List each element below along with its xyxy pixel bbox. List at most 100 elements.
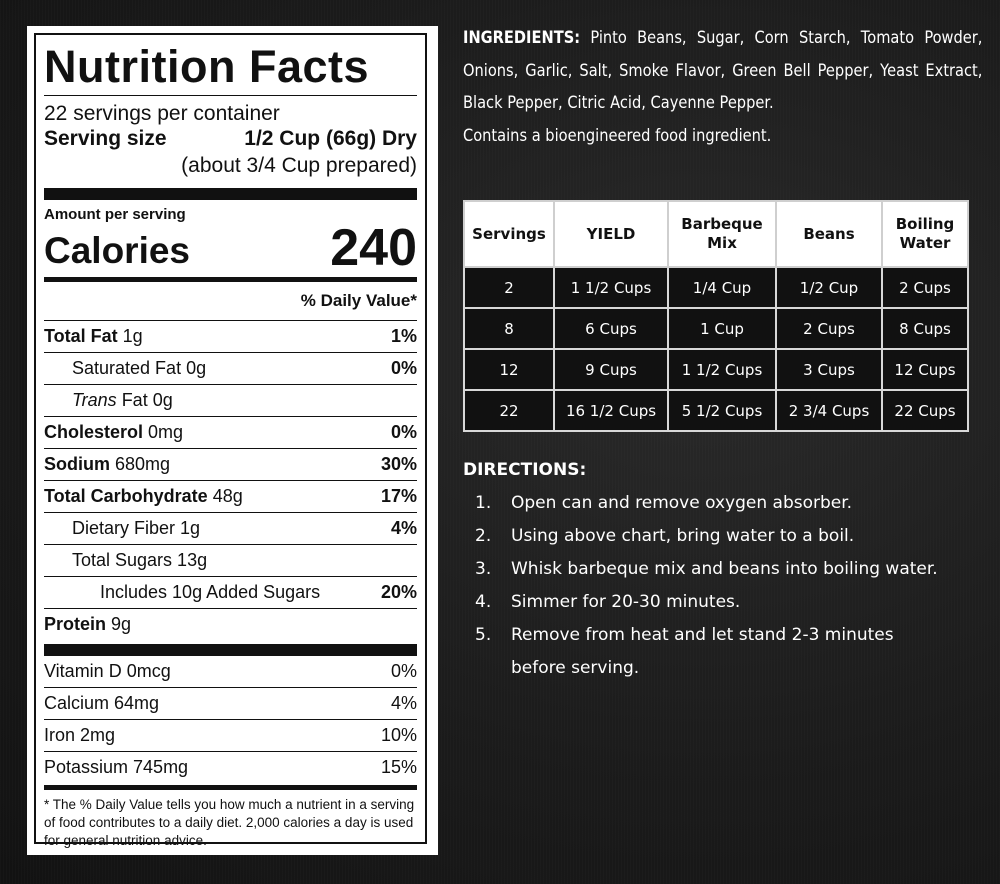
nutrition-label-frame: Nutrition Facts 22 servings per containe… [34,33,427,848]
table-cell: 2 [463,266,555,309]
table-header-row: Servings YIELD Barbeque Mix Beans Boilin… [463,200,969,268]
vitamin-row: Calcium 64mg 4% [44,687,417,719]
table-row: 8 6 Cups 1 Cup 2 Cups 8 Cups [463,307,969,350]
nutrient-row: Total Carbohydrate 48g 17% [44,480,417,512]
serving-prepared: (about 3/4 Cup prepared) [181,154,417,177]
nutrition-label: Nutrition Facts 22 servings per containe… [27,26,438,855]
vitamin-percent: 4% [390,693,417,713]
vitamin-name: Vitamin D 0mcg [44,661,171,681]
nutrient-row: Trans Fat 0g [44,384,417,416]
table-row: 12 9 Cups 1 1/2 Cups 3 Cups 12 Cups [463,348,969,391]
table-cell: 12 [463,348,555,391]
table-cell: 22 [463,389,555,432]
nutrient-percent: 30% [380,454,417,474]
ingredients-text: Pinto Beans, Sugar, Corn Starch, Tomato … [463,28,983,113]
vitamin-percent: 0% [390,661,417,681]
step-text: Simmer for 20-30 minutes. [511,592,741,612]
column-header-yield: YIELD [553,200,669,268]
nutrient-row: Dietary Fiber 1g 4% [44,512,417,544]
table-cell: 6 Cups [553,307,669,350]
nutrient-row: Sodium 680mg 30% [44,448,417,480]
column-header-boiling-water: Boiling Water [881,200,969,268]
column-header-servings: Servings [463,200,555,268]
nutrient-amount: Fat 0g [116,390,173,410]
step-text: Whisk barbeque mix and beans into boilin… [511,559,938,579]
nutrient-amount: Total Sugars 13g [72,550,208,570]
list-item: 2. Using above chart, bring water to a b… [463,520,941,553]
list-item: 3. Whisk barbeque mix and beans into boi… [463,553,941,586]
nutrient-percent: 20% [380,582,417,602]
table-cell: 12 Cups [881,348,969,391]
nutrient-row: Includes 10g Added Sugars 20% [44,576,417,608]
table-cell: 9 Cups [553,348,669,391]
serving-size-label: Serving size [44,127,167,150]
nutrient-row: Protein 9g [44,608,417,640]
calories-label: Calories [44,230,191,271]
bioengineered-note: Contains a bioengineered food ingredient… [463,125,772,146]
step-number: 3. [475,559,492,579]
table-cell: 1 1/2 Cups [553,266,669,309]
footnote: * The % Daily Value tells you how much a… [44,797,415,848]
nutrient-amount: Dietary Fiber 1g [72,518,201,538]
nutrient-amount: Saturated Fat 0g [72,358,207,378]
serving-size-value: 1/2 Cup (66g) Dry [244,127,417,150]
table-cell: 1 1/2 Cups [667,348,777,391]
column-header-beans: Beans [775,200,883,268]
nutrient-percent: 0% [390,358,417,378]
amount-per-serving: Amount per serving [44,206,186,223]
nutrient-name: Total Carbohydrate [44,486,208,506]
nutrient-amount: 9g [106,614,132,634]
divider-thick [44,644,417,656]
servings-per-container: 22 servings per container [44,102,280,125]
nutrient-row: Total Fat 1g 1% [44,320,417,352]
directions-list: 1. Open can and remove oxygen absorber. … [463,487,941,685]
divider [44,95,417,96]
vitamin-name: Iron 2mg [44,725,116,745]
nutrient-name: Trans [72,390,117,410]
vitamin-row: Iron 2mg 10% [44,719,417,751]
nutrient-amount: 0mg [143,422,184,442]
table-cell: 2 Cups [775,307,883,350]
step-text: Using above chart, bring water to a boil… [511,526,855,546]
table-cell: 1/4 Cup [667,266,777,309]
table-cell: 16 1/2 Cups [553,389,669,432]
step-number: 2. [475,526,492,546]
directions-block: DIRECTIONS: 1. Open can and remove oxyge… [463,455,941,685]
vitamin-name: Calcium 64mg [44,693,160,713]
table-cell: 8 Cups [881,307,969,350]
nutrient-percent: 1% [390,326,417,346]
nutrient-amount: Includes 10g Added Sugars [100,582,321,602]
table-cell: 2 Cups [881,266,969,309]
serving-size-row: Serving size 1/2 Cup (66g) Dry [44,126,417,152]
vitamin-percent: 15% [380,757,417,777]
list-item: 5. Remove from heat and let stand 2-3 mi… [463,619,941,685]
table-cell: 1 Cup [667,307,777,350]
divider-medium [44,785,417,790]
nutrition-title: Nutrition Facts [44,41,370,92]
vitamin-percent: 10% [380,725,417,745]
nutrient-amount: 48g [207,486,243,506]
table-cell: 22 Cups [881,389,969,432]
step-number: 1. [475,493,492,513]
directions-title: DIRECTIONS: [463,460,587,480]
calories-row: Calories 240 [44,222,417,274]
table-cell: 1/2 Cup [775,266,883,309]
nutrient-amount: 680mg [110,454,171,474]
step-number: 4. [475,592,492,612]
step-text: Open can and remove oxygen absorber. [511,493,853,513]
list-item: 1. Open can and remove oxygen absorber. [463,487,941,520]
ingredients-block: INGREDIENTS: Pinto Beans, Sugar, Corn St… [463,22,982,152]
yield-table: Servings YIELD Barbeque Mix Beans Boilin… [463,200,969,432]
nutrient-percent: 4% [390,518,417,538]
nutrient-row: Cholesterol 0mg 0% [44,416,417,448]
table-cell: 2 3/4 Cups [775,389,883,432]
ingredients-label: INGREDIENTS: [463,28,581,48]
step-text: Remove from heat and let stand 2-3 minut… [511,625,894,678]
nutrient-row: Saturated Fat 0g 0% [44,352,417,384]
divider-thick [44,188,417,200]
table-row: 2 1 1/2 Cups 1/4 Cup 1/2 Cup 2 Cups [463,266,969,309]
vitamin-row: Potassium 745mg 15% [44,751,417,783]
vitamin-row: Vitamin D 0mcg 0% [44,656,417,687]
nutrient-row: Total Sugars 13g [44,544,417,576]
nutrient-percent: 17% [380,486,417,506]
